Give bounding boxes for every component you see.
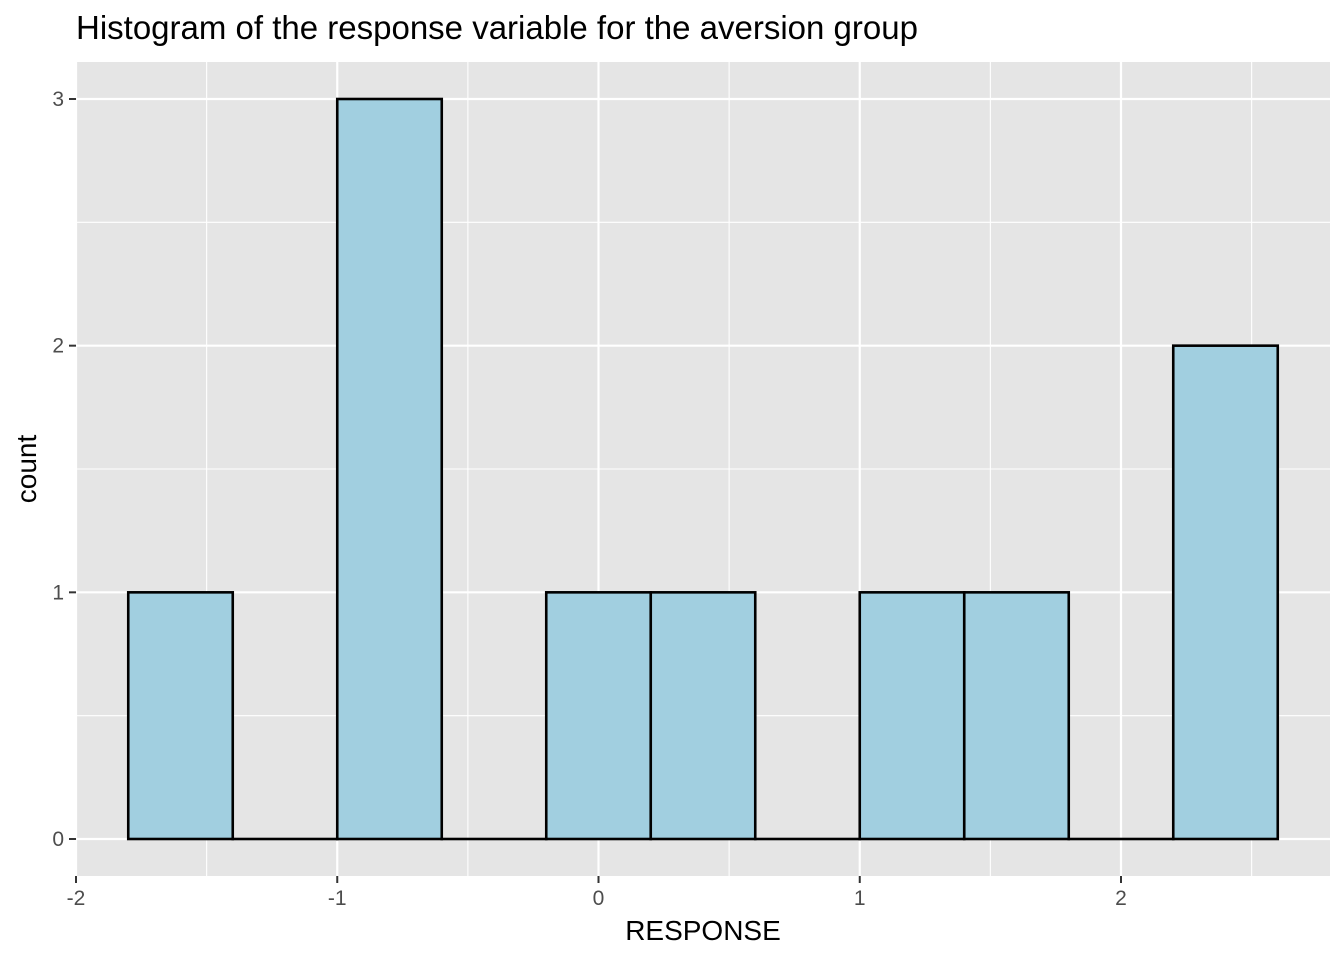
histogram-bar — [544, 591, 653, 841]
x-tick-label: -2 — [67, 887, 86, 910]
x-tick-label: -1 — [328, 887, 347, 910]
tick-labels: -2 -1 0 1 2 0 1 2 3 — [52, 88, 1127, 910]
histogram-bar — [1171, 344, 1280, 841]
histogram-bar — [649, 591, 757, 841]
histogram-bar — [962, 591, 1071, 841]
y-tick-label: 0 — [52, 828, 64, 851]
histogram-bar — [126, 591, 235, 841]
y-tick-label: 2 — [52, 335, 64, 358]
histogram-bar — [335, 97, 444, 841]
x-tick-label: 2 — [1115, 887, 1127, 910]
x-tick-label: 1 — [854, 887, 866, 910]
histogram-bars — [126, 97, 1280, 841]
y-axis-title: count — [11, 435, 42, 504]
axis-ticks — [69, 98, 1122, 883]
histogram-bar — [858, 591, 966, 841]
y-tick-label: 3 — [52, 88, 64, 111]
chart-title: Histogram of the response variable for t… — [76, 9, 918, 46]
x-axis-title: RESPONSE — [625, 915, 781, 946]
y-tick-label: 1 — [52, 581, 64, 604]
x-tick-label: 0 — [593, 887, 605, 910]
